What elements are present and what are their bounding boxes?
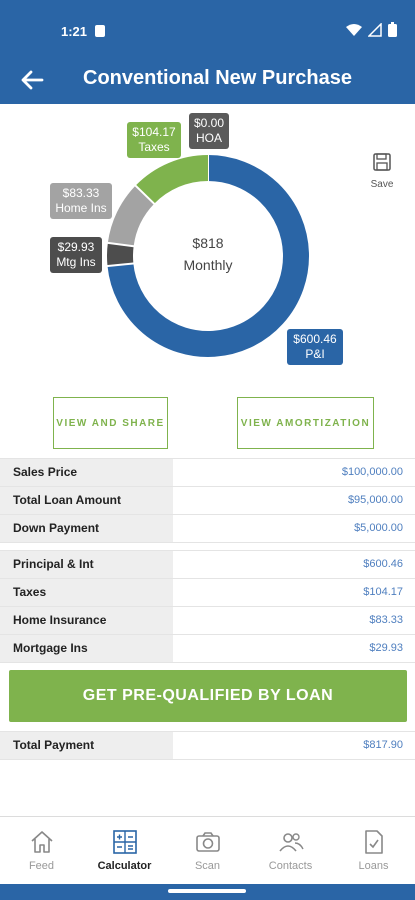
slice-tag-value: $104.17 [132,125,176,139]
row-label: Principal & Int [0,551,173,578]
pre-qualify-button[interactable]: GET PRE-QUALIFIED BY LOAN [9,670,407,722]
view-and-share-button[interactable]: VIEW AND SHARE [53,397,168,449]
row-value: $5,000.00 [354,522,403,534]
nav-label: Calculator [97,860,152,872]
table-row: Mortgage Ins $29.93 [0,635,415,663]
nav-item-loans[interactable]: Loans [332,817,415,884]
sim-icon [95,25,105,37]
contacts-icon [278,833,304,852]
nav-item-feed[interactable]: Feed [0,817,83,884]
system-navigation-bar [0,884,415,900]
page-title: Conventional New Purchase [83,67,352,89]
row-label: Home Insurance [0,607,173,634]
total-payment-row: Total Payment $817.90 [0,732,415,760]
row-label: Total Loan Amount [0,487,173,514]
slice-tag-value: $0.00 [193,116,225,130]
donut-slice-home-ins [107,185,155,247]
donut-slice-taxes [135,155,209,205]
row-label: Total Payment [0,732,173,759]
donut-slice-p-i [107,155,309,357]
slice-tag-home-ins: $83.33 Home Ins [50,183,112,219]
total-payment-table: Total Payment $817.90 [0,731,415,760]
donut-slice-mtg-ins [107,242,134,267]
slice-tag-pi: $600.46 P&I [287,329,343,365]
payment-donut-chart: $818 Monthly [106,154,309,357]
payment-breakdown-table: Principal & Int $600.46 Taxes $104.17 Home… [0,550,415,663]
row-label: Taxes [0,579,173,606]
view-amortization-button[interactable]: VIEW AMORTIZATION [237,397,374,449]
table-row: Down Payment $5,000.00 [0,515,415,543]
loan-summary-table: Sales Price $100,000.00 Total Loan Amount… [0,458,415,543]
calculator-icon [112,830,137,854]
donut-slice-separator [134,184,156,206]
row-value: $104.17 [363,586,403,598]
row-label: Down Payment [0,515,173,542]
row-value: $95,000.00 [347,494,403,506]
table-row: Total Loan Amount $95,000.00 [0,487,415,515]
wifi-icon [346,23,362,36]
slice-tag-value: $29.93 [57,240,95,254]
document-check-icon [364,830,383,854]
donut-slice-separator [106,262,135,268]
slice-tag-name: Home Ins [55,201,107,215]
slice-tag-name: Mtg Ins [56,255,96,269]
status-icons [346,22,397,37]
slice-tag-mtg-ins: $29.93 Mtg Ins [50,237,102,273]
table-row: Sales Price $100,000.00 [0,459,415,487]
save-label: Save [370,179,394,190]
status-bar: 1:21 [0,0,415,56]
save-button[interactable]: Save [364,152,400,190]
slice-tag-name: HOA [195,131,222,145]
nav-label: Feed [28,860,55,872]
nav-label: Scan [194,860,221,872]
slice-tag-name: P&I [305,347,325,361]
row-label: Sales Price [0,459,173,486]
signal-icon [368,22,382,37]
row-value: $100,000.00 [341,466,403,478]
row-value: $83.33 [369,614,403,626]
table-row: Taxes $104.17 [0,579,415,607]
battery-icon [388,22,397,37]
save-floppy-icon [373,153,391,171]
slice-tag-taxes: $104.17 Taxes [127,122,181,158]
nav-label: Loans [358,860,389,872]
row-value: $600.46 [363,558,403,570]
nav-item-scan[interactable]: Scan [166,817,249,884]
camera-icon [195,832,220,852]
nav-label: Contacts [268,860,313,872]
nav-item-calculator[interactable]: Calculator [83,817,166,884]
slice-tag-name: Taxes [138,140,170,154]
row-value: $817.90 [363,739,403,751]
chart-center-value: $818 [192,235,223,251]
bottom-navigation: Feed Calculator Scan Contacts Loans [0,816,415,884]
nav-item-contacts[interactable]: Contacts [249,817,332,884]
app-bar: Conventional New Purchase [0,56,415,104]
home-icon [30,831,53,853]
row-label: Mortgage Ins [0,635,173,662]
chart-center-label: Monthly [183,257,232,273]
home-handle[interactable] [168,889,246,893]
table-row: Principal & Int $600.46 [0,551,415,579]
donut-slice-separator [106,241,135,248]
slice-tag-hoa: $0.00 HOA [189,113,229,149]
back-arrow-icon[interactable] [18,66,46,94]
slice-tag-value: $83.33 [62,186,100,200]
row-value: $29.93 [369,642,403,654]
slice-tag-value: $600.46 [293,332,337,346]
status-time: 1:21 [61,24,88,39]
table-row: Home Insurance $83.33 [0,607,415,635]
